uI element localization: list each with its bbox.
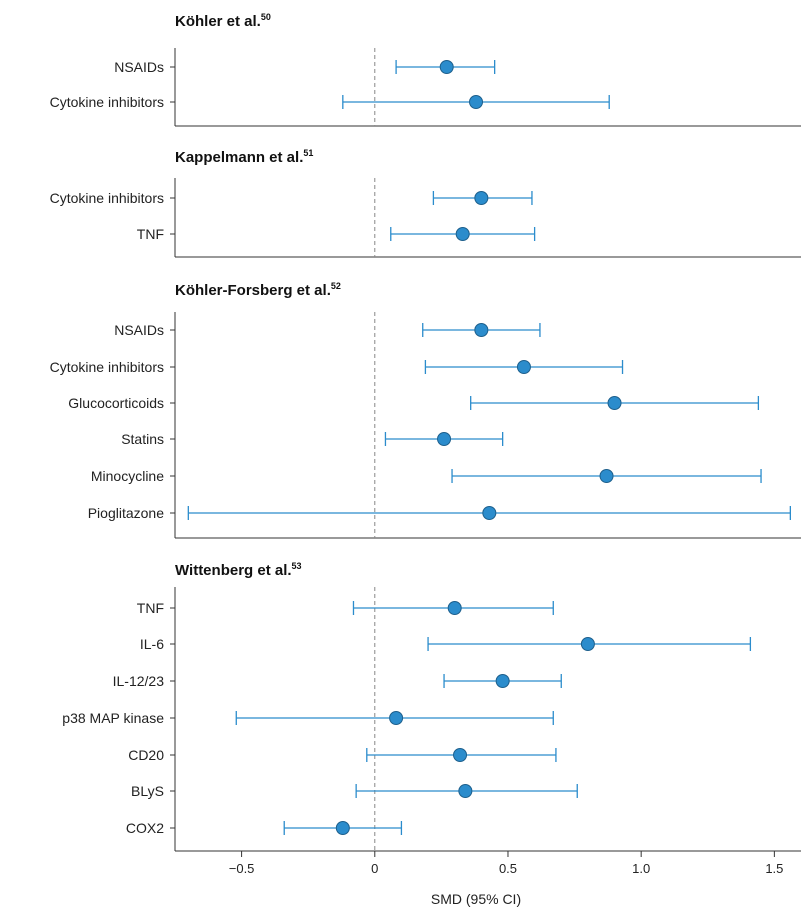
- row-label: TNF: [137, 600, 164, 616]
- panel-title: Köhler-Forsberg et al.52: [175, 281, 341, 299]
- point-estimate: [437, 432, 452, 446]
- point-estimate: [482, 506, 497, 520]
- row-label: Cytokine inhibitors: [50, 359, 164, 375]
- point-estimate: [516, 360, 531, 374]
- row-label: TNF: [137, 226, 164, 242]
- panel-reference: 51: [303, 148, 313, 158]
- row-label: IL-6: [140, 636, 164, 652]
- point-estimate: [580, 637, 595, 651]
- x-axis-label: SMD (95% CI): [431, 891, 521, 907]
- panel-reference: 50: [261, 12, 271, 22]
- x-tick-label: 1.5: [765, 861, 783, 876]
- panel-title: Kappelmann et al.51: [175, 148, 313, 166]
- point-estimate: [335, 821, 350, 835]
- x-axis: −0.5 0 0.5 1.0 1.5 SMD (95% CI): [229, 851, 783, 907]
- point-estimate: [469, 95, 484, 109]
- row-label: Statins: [121, 431, 164, 447]
- row-label: COX2: [126, 820, 164, 836]
- panel-title: Wittenberg et al.53: [175, 561, 302, 579]
- panel-reference: 52: [331, 281, 341, 291]
- panel-2: Kappelmann et al.51 Cytokine inhibitors TN…: [50, 148, 801, 258]
- row-label: p38 MAP kinase: [62, 710, 164, 726]
- row-label: Cytokine inhibitors: [50, 190, 164, 206]
- row-label: Cytokine inhibitors: [50, 94, 164, 110]
- point-estimate: [599, 469, 614, 483]
- point-estimate: [389, 711, 404, 725]
- row-label: BLyS: [131, 783, 164, 799]
- row-label: NSAIDs: [114, 322, 164, 338]
- point-estimate: [453, 748, 468, 762]
- panel-3: Köhler-Forsberg et al.52 NSAIDs Cytokine i…: [50, 281, 801, 539]
- row-label: Pioglitazone: [88, 505, 164, 521]
- point-estimate: [495, 674, 510, 688]
- point-estimate: [474, 323, 489, 337]
- point-estimate: [607, 396, 622, 410]
- point-estimate: [474, 191, 489, 205]
- point-estimate: [458, 784, 473, 798]
- x-tick-label: 1.0: [632, 861, 650, 876]
- panel-1: Köhler et al.50 NSAIDs Cytokine inhibitors: [50, 12, 801, 127]
- panel-reference: 53: [292, 561, 302, 571]
- x-tick-label: 0: [371, 861, 378, 876]
- point-estimate: [455, 227, 470, 241]
- row-label: NSAIDs: [114, 59, 164, 75]
- row-label: IL-12/23: [113, 673, 165, 689]
- row-label: Glucocorticoids: [68, 395, 164, 411]
- point-estimate: [439, 60, 454, 74]
- panel-4: Wittenberg et al.53 TNF IL-6 IL-12/23 p38 MA…: [62, 561, 801, 852]
- x-tick-label: −0.5: [229, 861, 255, 876]
- point-estimate: [447, 601, 462, 615]
- x-tick-label: 0.5: [499, 861, 517, 876]
- row-label: CD20: [128, 747, 164, 763]
- panel-title: Köhler et al.50: [175, 12, 271, 30]
- row-label: Minocycline: [91, 468, 164, 484]
